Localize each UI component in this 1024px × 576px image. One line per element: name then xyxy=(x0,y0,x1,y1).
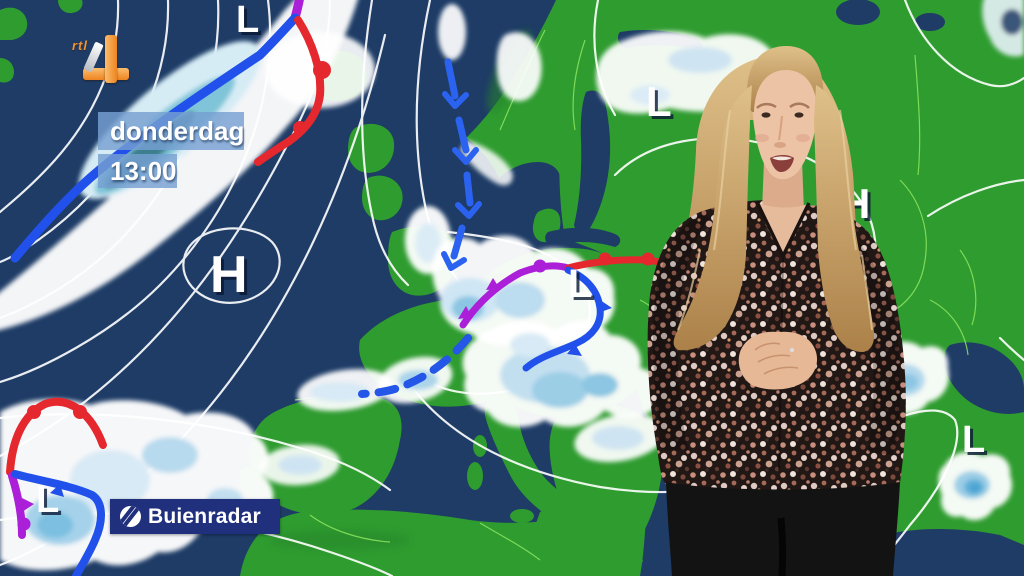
wind-direction-arrows xyxy=(441,58,482,271)
pressure-label-low-black-sea: L xyxy=(962,419,985,461)
warm-front-atlantic xyxy=(254,16,325,166)
presenter xyxy=(647,46,906,576)
pressure-label-high-atlantic: H xyxy=(210,246,248,304)
pressure-label-low-central-europe: L xyxy=(568,262,592,306)
pressure-label-low-scandinavia: L xyxy=(646,78,672,125)
buienradar-logo-bar: Buienradar xyxy=(110,499,280,534)
forecast-day-label: donderdag xyxy=(110,115,245,146)
warm-front-southwest xyxy=(6,397,107,476)
trough-dashed-line xyxy=(358,334,472,398)
rtl4-channel-logo: rtl xyxy=(70,32,134,86)
rtl4-digit-bar-vertical xyxy=(105,35,117,83)
rtl-logo-text: rtl xyxy=(72,38,88,53)
cold-front-central xyxy=(522,266,604,372)
pressure-label-low-southwest-atlantic: L xyxy=(36,479,59,521)
pressure-label-low-north-atlantic: L xyxy=(236,0,259,41)
occluded-front-central xyxy=(459,262,572,329)
forecast-day-badge: donderdag xyxy=(98,112,244,150)
cold-front-southwest xyxy=(11,470,105,576)
buienradar-wordmark: Buienradar xyxy=(148,504,261,528)
forecast-time-label: 13:00 xyxy=(110,155,177,186)
forecast-time-badge: 13:00 xyxy=(98,154,177,188)
buienradar-radar-icon xyxy=(120,506,141,527)
